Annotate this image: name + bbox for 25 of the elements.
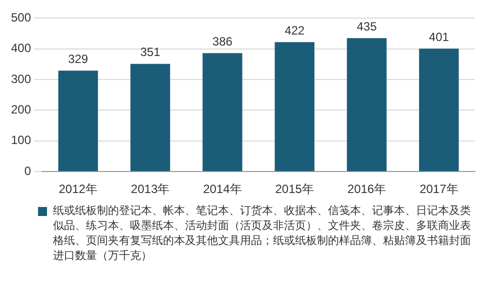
y-tick-label: 200 bbox=[10, 102, 32, 117]
x-tick-label: 2015年 bbox=[275, 182, 314, 196]
y-tick-label: 500 bbox=[10, 10, 32, 25]
data-label: 435 bbox=[356, 19, 378, 34]
y-tick-label: 400 bbox=[10, 41, 32, 56]
x-tick-label: 2012年 bbox=[58, 182, 98, 196]
bar bbox=[58, 70, 98, 172]
bar bbox=[274, 42, 314, 172]
bar bbox=[346, 38, 387, 172]
y-tick-label: 100 bbox=[10, 133, 32, 148]
x-tick-label: 2016年 bbox=[347, 182, 386, 196]
x-tick-label: 2014年 bbox=[203, 182, 242, 196]
bar bbox=[202, 53, 242, 172]
x-tick-label: 2017年 bbox=[420, 182, 458, 196]
bar bbox=[130, 64, 170, 172]
x-tick-label: 2013年 bbox=[130, 182, 170, 196]
data-label: 386 bbox=[212, 34, 233, 48]
legend-label: 纸或纸板制的登记本、帐本、笔记本、订货本、收据本、信笺本、记事本、日记本及类似品、练习本、吸墨纸本、活动封面（活页及非活页）、文件夹、卷宗皮、多联商业表格纸、页间夹有复写纸的本及其他文具用品；纸或纸板制的样品簿、粘贴簿及书籍封面进口数量（万千克） bbox=[53, 204, 472, 264]
y-tick-label: 300 bbox=[10, 72, 32, 86]
data-label: 401 bbox=[428, 30, 450, 44]
data-label: 329 bbox=[68, 52, 88, 66]
y-tick-label: 0 bbox=[24, 164, 32, 178]
data-label: 351 bbox=[140, 45, 161, 60]
bar bbox=[419, 48, 459, 172]
data-label: 422 bbox=[284, 23, 305, 38]
